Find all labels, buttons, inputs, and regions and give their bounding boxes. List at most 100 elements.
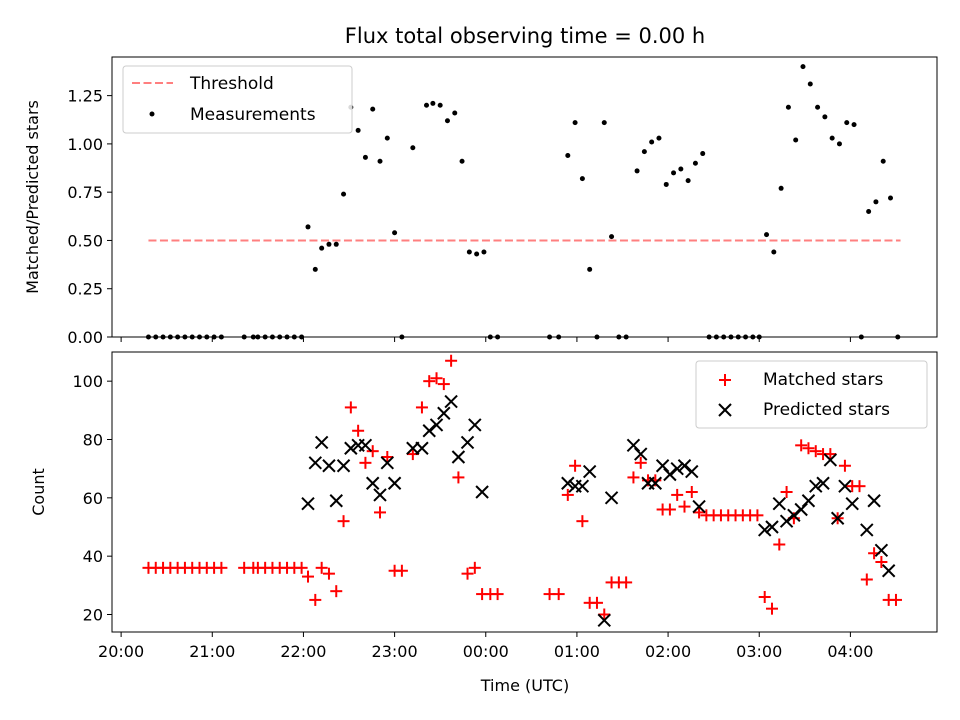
measurement-point xyxy=(326,241,332,247)
matched-stars-point xyxy=(309,593,322,606)
top-legend-box xyxy=(122,65,353,134)
bottom-legend-box xyxy=(695,360,928,429)
predicted-stars-point xyxy=(626,438,641,453)
measurement-point xyxy=(785,104,791,110)
top-y-tick-label: 0.50 xyxy=(67,231,103,250)
measurement-point xyxy=(437,102,443,108)
measurement-point xyxy=(822,114,828,120)
bottom-y-axis-label: Count xyxy=(29,468,48,516)
measurement-point xyxy=(410,145,416,151)
matched-stars-point xyxy=(780,486,793,498)
matched-stars-point xyxy=(634,456,647,469)
measurement-point xyxy=(572,120,578,126)
matched-stars-point xyxy=(301,570,314,583)
matched-stars-point xyxy=(445,354,458,367)
measurement-point xyxy=(355,127,361,133)
measurement-point xyxy=(341,191,347,197)
predicted-stars-point xyxy=(830,511,845,525)
predicted-stars-point xyxy=(344,441,358,455)
matched-stars-point xyxy=(838,459,851,472)
measurement-point xyxy=(474,251,480,257)
measurement-point xyxy=(764,232,770,238)
x-tick-label: 21:00 xyxy=(189,642,235,661)
matched-stars-point xyxy=(359,456,372,469)
predicted-stars-point xyxy=(415,441,429,455)
bottom-y-ticks: 20 40 60 80 100 xyxy=(72,372,112,625)
predicted-stars-point xyxy=(336,459,351,473)
matched-stars-point xyxy=(678,500,691,513)
matched-stars-point xyxy=(598,608,611,621)
matched-stars-point xyxy=(693,506,706,519)
top-y-tick-label: 1.00 xyxy=(67,135,103,154)
top-y-tick-label: 0.25 xyxy=(67,280,103,299)
predicted-stars-point xyxy=(692,499,706,514)
predicted-stars-point xyxy=(358,438,373,453)
matched-stars-point xyxy=(663,503,676,516)
measurement-point xyxy=(836,141,842,147)
x-tick-label: 02:00 xyxy=(645,642,691,661)
measurement-point xyxy=(685,178,691,184)
measurement-point xyxy=(377,158,383,164)
predicted-stars-point xyxy=(380,456,395,470)
predicted-stars-point xyxy=(874,543,889,558)
x-tick-label: 00:00 xyxy=(463,642,509,661)
matched-stars-point xyxy=(381,451,394,463)
measurement-point xyxy=(424,102,430,108)
predicted-stars-point xyxy=(597,613,611,628)
matched-stars-point xyxy=(374,506,387,519)
predicted-stars-point xyxy=(444,394,458,409)
measurement-point xyxy=(312,266,318,272)
x-tick-label: 22:00 xyxy=(280,642,326,661)
predicted-stars-point xyxy=(604,491,619,505)
matched-stars-point xyxy=(620,576,633,589)
measurement-point xyxy=(663,181,669,187)
predicted-stars-point xyxy=(787,508,801,523)
measurement-point xyxy=(319,245,325,251)
measurement-point xyxy=(641,149,647,155)
matched-stars-point xyxy=(423,375,436,388)
matched-stars-point xyxy=(627,471,640,484)
measurement-point xyxy=(609,234,615,240)
legend-threshold-label: Threshold xyxy=(189,74,274,94)
matched-stars-point xyxy=(491,588,504,601)
x-tick-label: 20:00 xyxy=(98,642,144,661)
predicted-stars-point xyxy=(451,450,466,464)
predicted-stars-point xyxy=(329,494,343,508)
measurement-point xyxy=(481,249,487,255)
top-legend: Threshold Measurements xyxy=(122,65,353,134)
predicted-stars-point xyxy=(845,496,859,511)
predicted-stars-point xyxy=(387,476,402,490)
matched-stars-point xyxy=(561,488,574,501)
predicted-stars-point xyxy=(575,479,590,493)
measurement-point xyxy=(656,135,662,141)
predicted-stars-point xyxy=(322,459,336,473)
predicted-stars-point xyxy=(460,435,475,450)
legend-measurements-marker xyxy=(149,111,155,117)
measurement-point xyxy=(392,230,398,236)
measurement-point xyxy=(800,64,806,70)
matched-stars-point xyxy=(751,509,764,522)
matched-stars-point xyxy=(671,488,684,501)
predicted-stars-point xyxy=(670,461,684,476)
x-tick-label: 23:00 xyxy=(372,642,418,661)
predicted-stars-point xyxy=(881,564,896,578)
measurement-point xyxy=(771,249,777,255)
legend-predicted-marker xyxy=(718,403,732,417)
measurement-point xyxy=(793,137,799,143)
measurement-point xyxy=(778,185,784,191)
matched-stars-point xyxy=(685,486,698,498)
predicted-stars-point xyxy=(582,464,597,479)
measurement-point xyxy=(370,106,376,112)
top-y-tick-label: 0.75 xyxy=(67,183,103,202)
matched-stars-point xyxy=(430,372,443,385)
predicted-stars-point xyxy=(663,467,677,482)
measurement-point xyxy=(873,199,879,205)
bottom-y-tick-label: 60 xyxy=(83,489,103,508)
matched-stars-point xyxy=(352,424,365,437)
top-y-axis-label: Matched/Predicted stars xyxy=(23,100,42,294)
predicted-stars-point xyxy=(801,494,816,508)
predicted-stars-point xyxy=(314,435,329,450)
matched-stars-point xyxy=(395,564,408,577)
legend-measurements-label: Measurements xyxy=(190,105,316,125)
